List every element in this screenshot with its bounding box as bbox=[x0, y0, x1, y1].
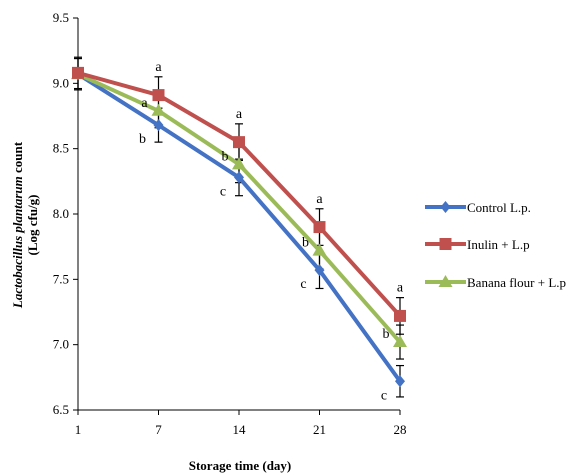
legend-label: Inulin + L.p bbox=[467, 237, 530, 252]
svg-text:Lactobacillus plantarum count: Lactobacillus plantarum count bbox=[10, 141, 25, 309]
significance-letter: a bbox=[141, 96, 148, 111]
data-point bbox=[313, 221, 326, 234]
legend-marker bbox=[440, 201, 451, 213]
y-axis-title-italic: Lactobacillus plantarum bbox=[10, 176, 25, 309]
y-tick-label: 7.5 bbox=[53, 271, 69, 286]
y-tick-label: 8.5 bbox=[53, 141, 69, 156]
significance-letter: a bbox=[397, 281, 404, 296]
x-tick-label: 7 bbox=[155, 422, 162, 437]
legend-item: Banana flour + L.p bbox=[425, 275, 566, 290]
data-point bbox=[394, 309, 406, 322]
data-point bbox=[72, 66, 84, 79]
x-tick-label: 1 bbox=[75, 422, 82, 437]
data-point bbox=[395, 375, 405, 388]
y-tick-label: 6.5 bbox=[53, 402, 69, 417]
legend-item: Control L.p. bbox=[425, 200, 531, 215]
y-tick-label: 9.0 bbox=[53, 75, 69, 90]
significance-letter: b bbox=[139, 132, 146, 147]
data-point bbox=[151, 103, 166, 116]
y-ticks: 6.5 7.0 7.5 8.0 8.5 9.0 9.5 bbox=[53, 10, 78, 417]
data-point bbox=[393, 335, 407, 348]
data-point bbox=[312, 243, 327, 256]
significance-letter: b bbox=[222, 149, 229, 164]
y-tick-label: 9.5 bbox=[53, 10, 69, 25]
legend: Control L.p. Inulin + L.p Banana flour + L… bbox=[425, 200, 566, 290]
legend-item: Inulin + L.p bbox=[425, 237, 530, 252]
data-point bbox=[232, 157, 246, 170]
legend-marker bbox=[438, 275, 453, 287]
y-axis-title: Lactobacillus plantarum count (Log cfu/g… bbox=[10, 141, 40, 309]
x-tick-label: 14 bbox=[233, 422, 247, 437]
legend-label: Banana flour + L.p bbox=[467, 275, 566, 290]
x-ticks: 1 7 14 21 28 bbox=[75, 410, 407, 437]
significance-letter: c bbox=[300, 277, 306, 292]
data-point bbox=[234, 171, 244, 184]
y-tick-label: 7.0 bbox=[53, 337, 69, 352]
data-point bbox=[153, 119, 164, 132]
axes bbox=[77, 18, 400, 411]
y-tick-label: 8.0 bbox=[53, 206, 69, 221]
significance-letter: b bbox=[302, 236, 309, 251]
data-point bbox=[152, 89, 165, 102]
legend-marker bbox=[439, 238, 452, 250]
data-point bbox=[314, 264, 325, 277]
significance-letter: a bbox=[155, 60, 162, 75]
significance-letter: a bbox=[316, 192, 323, 207]
y-axis-title-line2: (Log cfu/g) bbox=[25, 194, 40, 255]
x-tick-label: 21 bbox=[313, 422, 326, 437]
data-point bbox=[233, 136, 245, 149]
x-tick-label: 28 bbox=[394, 422, 407, 437]
significance-letter: c bbox=[220, 184, 226, 199]
series-layer bbox=[71, 66, 407, 388]
legend-label: Control L.p. bbox=[467, 200, 531, 215]
significance-letters: b c c c a a a a a b b b bbox=[139, 60, 404, 403]
y-axis-title-rest: count bbox=[10, 141, 25, 176]
significance-letter: a bbox=[236, 107, 243, 122]
significance-letter: c bbox=[381, 388, 387, 403]
significance-letter: b bbox=[383, 327, 390, 342]
x-axis-title: Storage time (day) bbox=[189, 458, 292, 473]
